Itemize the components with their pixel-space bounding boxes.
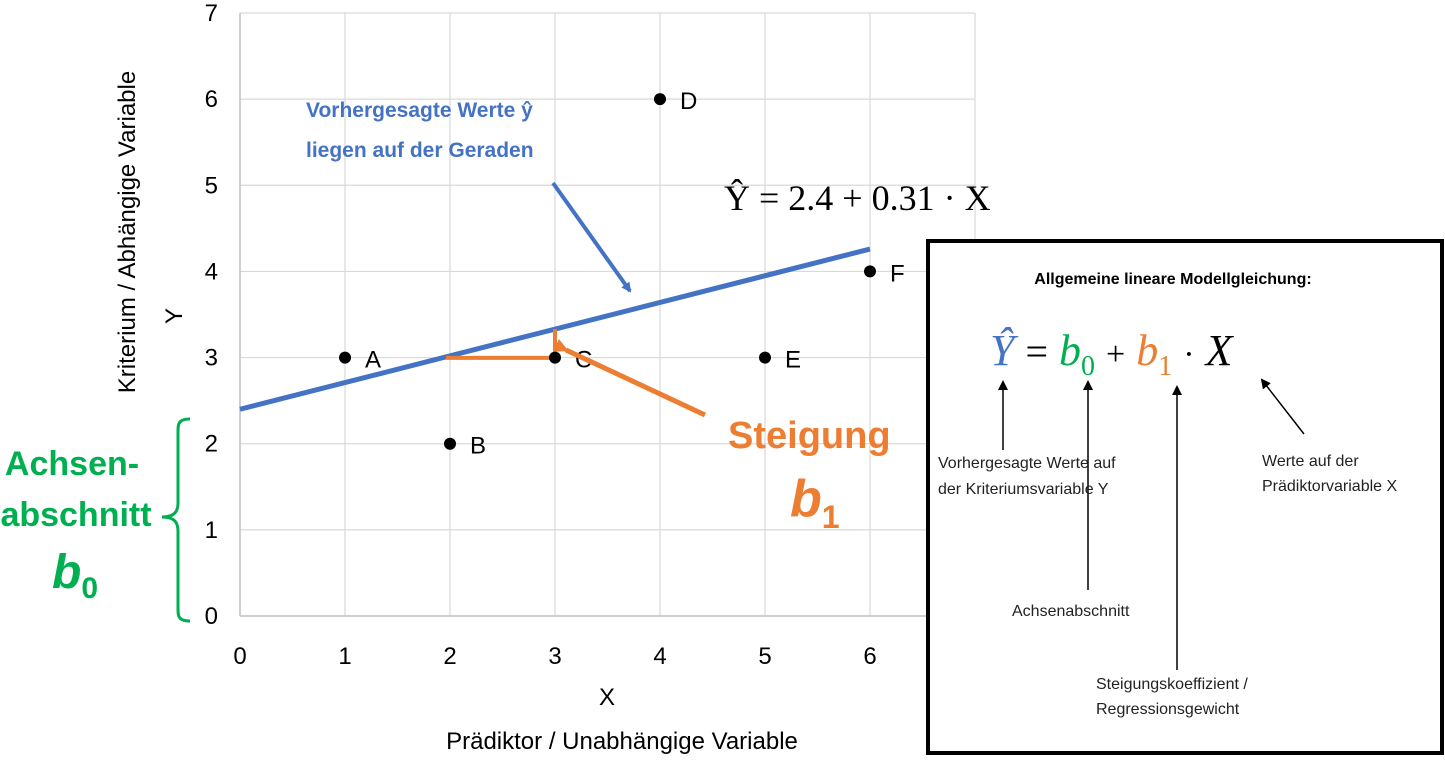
data-point-d: [654, 93, 666, 106]
y-tick-label: 2: [205, 431, 218, 458]
point-label-f: F: [890, 260, 905, 287]
chart-axes: [239, 13, 975, 617]
model-equation-box: Allgemeine lineare Modellgleichung: Ŷ = …: [926, 239, 1444, 755]
note-x-line2: Prädiktorvariable X: [1262, 478, 1398, 495]
slope-label: Steigung: [728, 415, 891, 457]
data-point-c: [549, 351, 561, 364]
point-label-b: B: [470, 433, 486, 460]
point-label-d: D: [680, 88, 697, 115]
x-axis-subtitle: Prädiktor / Unabhängige Variable: [446, 728, 798, 755]
note-b0: Achsenabschnitt: [1012, 603, 1130, 620]
intercept-label-line2: abschnitt: [0, 496, 151, 534]
eq-b1-sub: 1: [1158, 351, 1172, 382]
slope-symbol-subscript: 1: [822, 499, 840, 535]
y-axis-title: Y: [161, 308, 188, 324]
intercept-label-line1: Achsen-: [5, 445, 139, 483]
eq-dot: ·: [1183, 336, 1194, 373]
model-box-title: Allgemeine lineare Modellgleichung:: [1034, 271, 1311, 288]
tick-labels: 0 1 2 3 4 5 6 0 1 2 3 4 5 6 7: [205, 0, 877, 670]
x-tick-label: 5: [758, 643, 771, 670]
data-point-f: [864, 265, 876, 278]
note-x-line1: Werte auf der: [1262, 453, 1359, 470]
x-tick-label: 3: [548, 643, 561, 670]
slope-arrow: [553, 338, 707, 418]
y-axis-subtitle: Kriterium / Abhängige Variable: [114, 71, 141, 393]
eq-b1: b: [1136, 326, 1158, 375]
x-tick-label: 0: [233, 643, 246, 670]
predicted-values-note-line1: Vorhergesagte Werte ŷ: [306, 99, 533, 122]
intercept-brace: [161, 417, 191, 623]
y-tick-label: 5: [205, 172, 218, 199]
y-tick-label: 1: [205, 517, 218, 544]
note-b1-line2: Regressionsgewicht: [1096, 701, 1240, 718]
point-label-a: A: [365, 347, 381, 374]
eq-b0: b: [1059, 326, 1081, 375]
predicted-values-arrow: [551, 181, 632, 293]
data-point-e: [759, 351, 771, 364]
y-tick-label: 0: [205, 603, 218, 630]
eq-b0-sub: 0: [1081, 351, 1095, 382]
y-tick-label: 7: [205, 0, 218, 27]
y-tick-label: 6: [205, 86, 218, 113]
note-y-line2: der Kriteriumsvariable Y: [938, 481, 1109, 498]
predicted-values-note-line2: liegen auf der Geraden: [306, 139, 534, 162]
arrow-to-x: [1260, 378, 1305, 435]
x-axis-title: X: [599, 684, 615, 711]
data-point-b: [444, 437, 456, 450]
y-tick-label: 3: [205, 345, 218, 372]
x-tick-label: 2: [443, 643, 456, 670]
eq-x: X: [1204, 326, 1235, 375]
data-points: ABCDEF: [339, 88, 905, 460]
model-box-frame: [926, 239, 1444, 755]
eq-equals: =: [1025, 329, 1048, 374]
eq-y-hat: Ŷ: [990, 326, 1019, 375]
y-tick-label: 4: [205, 258, 218, 285]
x-tick-label: 1: [338, 643, 351, 670]
intercept-symbol: b0: [52, 546, 98, 605]
note-y-line1: Vorhergesagte Werte auf: [938, 455, 1116, 472]
intercept-symbol-letter: b: [52, 546, 81, 599]
slope-symbol-letter: b: [790, 470, 822, 528]
x-tick-label: 6: [863, 643, 876, 670]
slope-symbol: b1: [790, 470, 840, 535]
regression-equation: Ŷ = 2.4 + 0.31 · X: [724, 178, 991, 218]
x-tick-label: 4: [653, 643, 666, 670]
data-point-a: [339, 351, 351, 364]
model-equation: Ŷ = b0 + b1 · X: [990, 326, 1235, 385]
note-b1-line1: Steigungskoeffizient /: [1096, 676, 1248, 693]
point-label-e: E: [785, 347, 801, 374]
intercept-symbol-subscript: 0: [81, 572, 98, 605]
eq-plus: +: [1106, 336, 1125, 373]
chart-grid: [240, 12, 976, 616]
